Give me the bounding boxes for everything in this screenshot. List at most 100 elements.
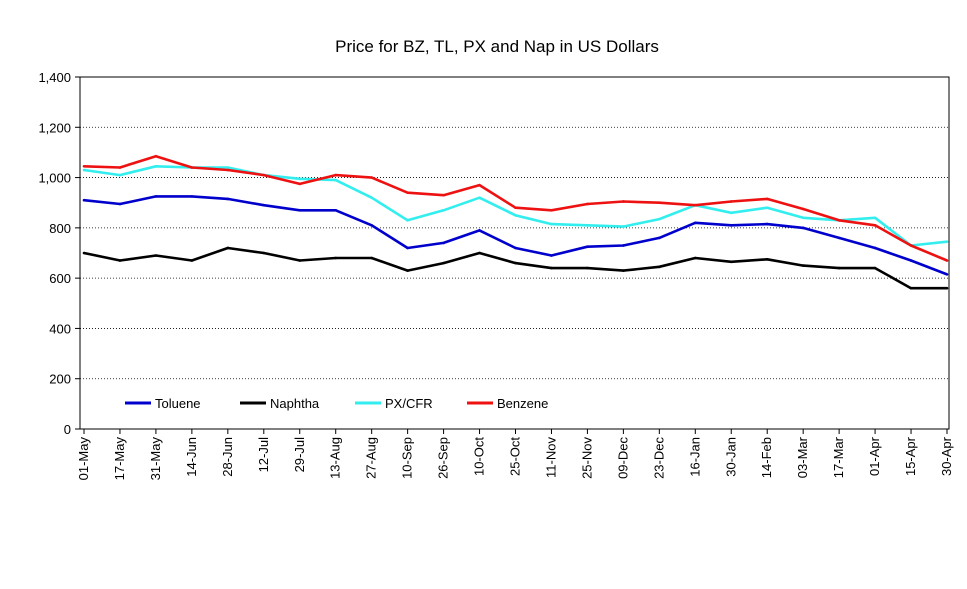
x-tick-label: 15-Apr — [903, 436, 918, 476]
data-point — [801, 216, 805, 220]
legend-item: Naphtha — [240, 396, 320, 411]
data-point — [945, 259, 949, 262]
data-point — [154, 254, 158, 257]
x-tick-label: 14-Jun — [184, 437, 199, 477]
data-point — [406, 246, 409, 250]
data-point — [622, 244, 625, 247]
y-tick-label: 400 — [49, 321, 71, 336]
data-point — [801, 207, 805, 211]
data-point — [514, 206, 517, 210]
x-tick-label: 01-May — [76, 437, 91, 481]
data-point — [370, 224, 373, 227]
data-point — [765, 206, 769, 210]
legend: Toluene Naphtha PX/CFR Benzene — [125, 396, 548, 411]
data-point — [406, 191, 409, 194]
data-point — [118, 259, 122, 262]
data-point — [658, 236, 661, 240]
data-point — [909, 259, 913, 262]
data-point — [298, 182, 302, 186]
x-axis: 01-May 17-May 31-May 14-Jun 28-Jun 12-Jul 29-J… — [76, 429, 954, 480]
plot-area — [79, 76, 950, 430]
data-point — [298, 259, 302, 262]
data-point — [442, 261, 445, 265]
x-tick-label: 16-Jan — [687, 437, 702, 477]
data-point — [622, 269, 625, 272]
data-point — [334, 208, 338, 212]
legend-label: Benzene — [497, 396, 548, 411]
chart-title: Price for BZ, TL, PX and Nap in US Dolla… — [335, 37, 659, 56]
x-tick-label: 31-May — [148, 437, 163, 481]
data-point — [729, 200, 733, 203]
data-point — [154, 164, 158, 168]
y-tick-label: 800 — [49, 221, 71, 236]
data-point — [550, 208, 553, 212]
legend-item: PX/CFR — [355, 396, 433, 411]
data-point — [693, 221, 697, 225]
data-point — [442, 241, 445, 245]
data-point — [550, 222, 553, 226]
x-tick-label: 29-Jul — [292, 437, 307, 473]
data-point — [945, 240, 949, 243]
series-naphtha — [82, 246, 949, 290]
data-point — [262, 251, 266, 255]
data-point — [226, 197, 230, 201]
data-point — [118, 173, 122, 177]
x-tick-label: 13-Aug — [328, 437, 343, 479]
data-point — [370, 196, 373, 199]
data-point — [478, 183, 481, 187]
data-point — [586, 245, 589, 249]
data-point — [586, 266, 589, 270]
series-group — [82, 154, 949, 290]
data-point — [442, 193, 445, 197]
data-point — [550, 266, 553, 270]
data-point — [154, 154, 158, 158]
data-point — [550, 254, 553, 257]
data-point — [298, 208, 302, 212]
series-benzene — [82, 154, 949, 262]
x-tick-label: 23-Dec — [651, 437, 666, 479]
x-tick-label: 26-Sep — [436, 437, 451, 479]
data-point — [154, 195, 158, 198]
data-point — [226, 166, 230, 169]
data-point — [693, 203, 697, 207]
x-tick-label: 17-May — [112, 437, 127, 481]
x-tick-label: 30-Jan — [723, 437, 738, 477]
y-tick-label: 1,000 — [38, 171, 71, 186]
x-tick-label: 10-Oct — [472, 437, 487, 476]
data-point — [873, 266, 877, 270]
data-point — [837, 266, 841, 270]
x-tick-label: 30-Apr — [939, 436, 954, 476]
series-line — [83, 165, 948, 247]
y-tick-label: 600 — [49, 271, 71, 286]
data-point — [442, 208, 445, 212]
y-axis: 0 200 400 600 800 1,000 1,200 1,400 — [38, 70, 80, 437]
x-tick-label: 28-Jun — [220, 437, 235, 477]
data-point — [190, 195, 194, 198]
data-point — [873, 216, 877, 220]
data-point — [765, 257, 769, 261]
data-point — [334, 173, 338, 177]
legend-item: Benzene — [467, 396, 548, 411]
data-point — [658, 217, 661, 221]
data-point — [262, 203, 266, 207]
x-tick-label: 03-Mar — [795, 436, 810, 478]
data-point — [514, 213, 517, 217]
data-point — [82, 251, 86, 255]
data-point — [82, 164, 86, 168]
data-point — [406, 219, 409, 222]
data-point — [837, 219, 841, 222]
x-tick-label: 14-Feb — [759, 437, 774, 478]
data-point — [765, 197, 769, 201]
data-point — [622, 200, 625, 203]
data-point — [729, 260, 733, 264]
data-point — [190, 259, 194, 262]
legend-label: PX/CFR — [385, 396, 433, 411]
data-point — [586, 224, 589, 227]
y-tick-label: 200 — [49, 372, 71, 387]
data-point — [658, 201, 661, 205]
data-point — [514, 246, 517, 250]
data-point — [909, 244, 913, 247]
x-tick-label: 27-Aug — [364, 437, 379, 479]
